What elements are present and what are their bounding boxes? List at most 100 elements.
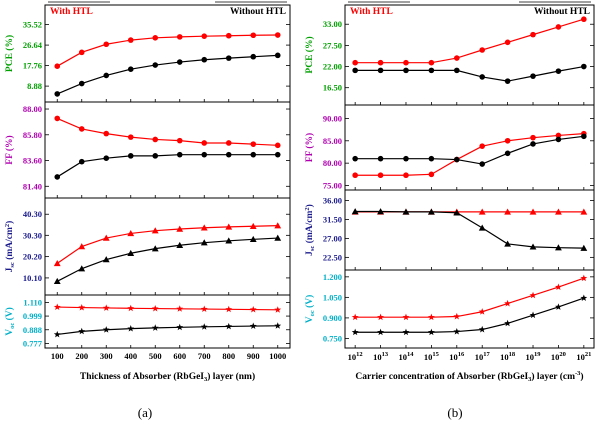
- point-b-pce-without-htl-6: [504, 78, 511, 84]
- point-a-jsc-with-htl-8: [249, 222, 257, 229]
- point-b-voc-without-htl-0: [351, 328, 359, 336]
- series-line-a-ff-without-htl: [56, 154, 278, 178]
- point-b-jsc-without-htl-4: [453, 209, 461, 216]
- point-b-voc-with-htl-0: [351, 313, 359, 321]
- ylabel-a-jsc: Jsc (mA/cm2): [4, 221, 16, 273]
- point-b-pce-without-htl-3: [428, 67, 435, 74]
- point-a-pce-with-htl-0: [54, 63, 61, 70]
- ytick-label-a-jsc-1: 20.20: [23, 252, 42, 262]
- point-a-ff-without-htl-8: [250, 151, 257, 158]
- series-line-b-pce-without-htl: [355, 65, 584, 82]
- point-b-voc-without-htl-9: [580, 294, 588, 301]
- point-a-ff-with-htl-7: [225, 140, 232, 146]
- ytick-label-b-voc-3: 1.200: [323, 272, 342, 282]
- point-a-jsc-without-htl-1: [78, 265, 86, 272]
- point-b-ff-with-htl-5: [479, 143, 486, 149]
- point-b-pce-with-htl-8: [555, 24, 562, 30]
- point-b-voc-with-htl-4: [453, 312, 461, 320]
- point-b-ff-without-htl-0: [352, 155, 358, 162]
- point-a-voc-without-htl-1: [78, 327, 86, 335]
- ytick-label-b-voc-2: 1.050: [323, 292, 342, 302]
- point-a-jsc-without-htl-8: [249, 235, 257, 243]
- point-a-jsc-with-htl-0: [53, 259, 61, 267]
- xlabel-b: Carrier concentration of Absorber (RbGeI…: [355, 370, 583, 383]
- point-b-voc-with-htl-6: [504, 299, 512, 307]
- ylabel-b-pce: PCE (%): [304, 36, 315, 73]
- series-line-b-ff-without-htl: [355, 135, 584, 165]
- point-a-jsc-with-htl-5: [176, 225, 184, 232]
- point-b-pce-without-htl-8: [555, 68, 562, 74]
- panel-a-jsc: 10.10 20.20 30.30 40.30 Jsc (mA/cm2): [4, 197, 290, 295]
- point-b-voc-without-htl-6: [504, 319, 512, 327]
- point-a-voc-with-htl-8: [249, 305, 257, 313]
- caption-a: (a): [138, 405, 152, 420]
- point-b-pce-with-htl-9: [581, 16, 587, 23]
- ytick-label-b-pce-2: 27.50: [323, 40, 342, 50]
- ytick-label-a-pce-0: 8.88: [27, 81, 42, 91]
- point-a-ff-without-htl-2: [103, 155, 110, 161]
- point-b-jsc-without-htl-8: [555, 244, 562, 251]
- series-line-b-voc-with-htl: [355, 277, 585, 318]
- xtick-label-a-8: 900: [247, 351, 260, 361]
- point-b-pce-with-htl-6: [504, 39, 511, 46]
- point-a-pce-without-htl-6: [201, 56, 208, 63]
- point-b-jsc-with-htl-8: [555, 208, 562, 215]
- xtick-label-b-7: 1019: [526, 351, 542, 362]
- point-b-ff-with-htl-3: [428, 171, 435, 178]
- point-b-pce-with-htl-0: [352, 59, 358, 66]
- xtick-label-b-8: 1020: [551, 351, 566, 362]
- point-b-ff-without-htl-5: [479, 161, 486, 167]
- point-a-ff-without-htl-5: [176, 151, 183, 158]
- xtick-label-b-9: 1021: [576, 351, 591, 362]
- point-a-pce-without-htl-3: [127, 66, 134, 73]
- point-a-ff-without-htl-1: [78, 158, 85, 165]
- point-b-jsc-without-htl-3: [427, 208, 435, 215]
- point-a-jsc-without-htl-6: [200, 239, 208, 246]
- point-b-jsc-without-htl-0: [351, 208, 359, 215]
- point-b-jsc-with-htl-7: [529, 208, 537, 215]
- point-a-voc-without-htl-9: [274, 322, 282, 329]
- point-b-ff-without-htl-8: [555, 136, 562, 143]
- point-b-pce-with-htl-5: [479, 47, 486, 53]
- point-a-jsc-with-htl-4: [151, 227, 159, 234]
- series-line-a-ff-with-htl: [57, 117, 278, 146]
- point-b-pce-with-htl-3: [428, 59, 435, 66]
- point-b-voc-with-htl-7: [529, 291, 537, 299]
- point-a-ff-with-htl-0: [54, 115, 61, 122]
- point-a-voc-without-htl-5: [176, 323, 184, 331]
- point-a-pce-with-htl-1: [78, 49, 85, 56]
- point-a-jsc-with-htl-3: [127, 230, 135, 237]
- point-a-pce-with-htl-2: [103, 41, 110, 48]
- panel-b-voc: 0.750 0.900 1.050 1.200 Voc (V): [304, 269, 594, 348]
- point-a-pce-without-htl-5: [176, 59, 183, 65]
- ytick-label-b-pce-3: 33.00: [323, 19, 342, 29]
- point-b-voc-without-htl-7: [529, 311, 537, 319]
- legend-without-htl-b: Without HTL: [534, 7, 590, 17]
- point-b-ff-without-htl-2: [403, 155, 409, 162]
- point-a-ff-with-htl-1: [78, 126, 85, 132]
- point-a-ff-with-htl-5: [176, 137, 183, 144]
- ytick-label-b-ff-0: 75.00: [323, 181, 342, 191]
- point-b-jsc-with-htl-6: [504, 208, 512, 215]
- xtick-label-a-1: 200: [75, 351, 88, 361]
- point-b-voc-with-htl-3: [427, 313, 435, 321]
- point-b-pce-without-htl-5: [479, 74, 486, 80]
- point-b-ff-with-htl-7: [530, 134, 536, 141]
- point-a-ff-with-htl-3: [127, 134, 134, 140]
- frame-a: [44, 4, 291, 349]
- point-a-pce-without-htl-1: [78, 80, 85, 87]
- point-b-pce-without-htl-7: [530, 73, 536, 79]
- point-a-voc-without-htl-7: [225, 322, 233, 330]
- xtick-label-a-0: 100: [51, 351, 64, 361]
- ytick-label-a-jsc-2: 30.30: [23, 230, 42, 240]
- point-a-ff-with-htl-9: [274, 142, 281, 149]
- point-a-jsc-without-htl-9: [274, 234, 282, 241]
- point-b-jsc-without-htl-6: [504, 240, 512, 247]
- ytick-label-b-ff-2: 85.00: [323, 136, 342, 146]
- point-b-ff-with-htl-0: [352, 172, 358, 179]
- point-a-ff-with-htl-8: [250, 141, 257, 147]
- point-b-jsc-without-htl-2: [402, 208, 410, 215]
- panel-a-pce: 8.88 17.76 26.64 35.52 PCE (%): [4, 20, 290, 102]
- ytick-label-a-pce-3: 35.52: [23, 20, 42, 30]
- legend-without-htl-a: Without HTL: [230, 7, 286, 17]
